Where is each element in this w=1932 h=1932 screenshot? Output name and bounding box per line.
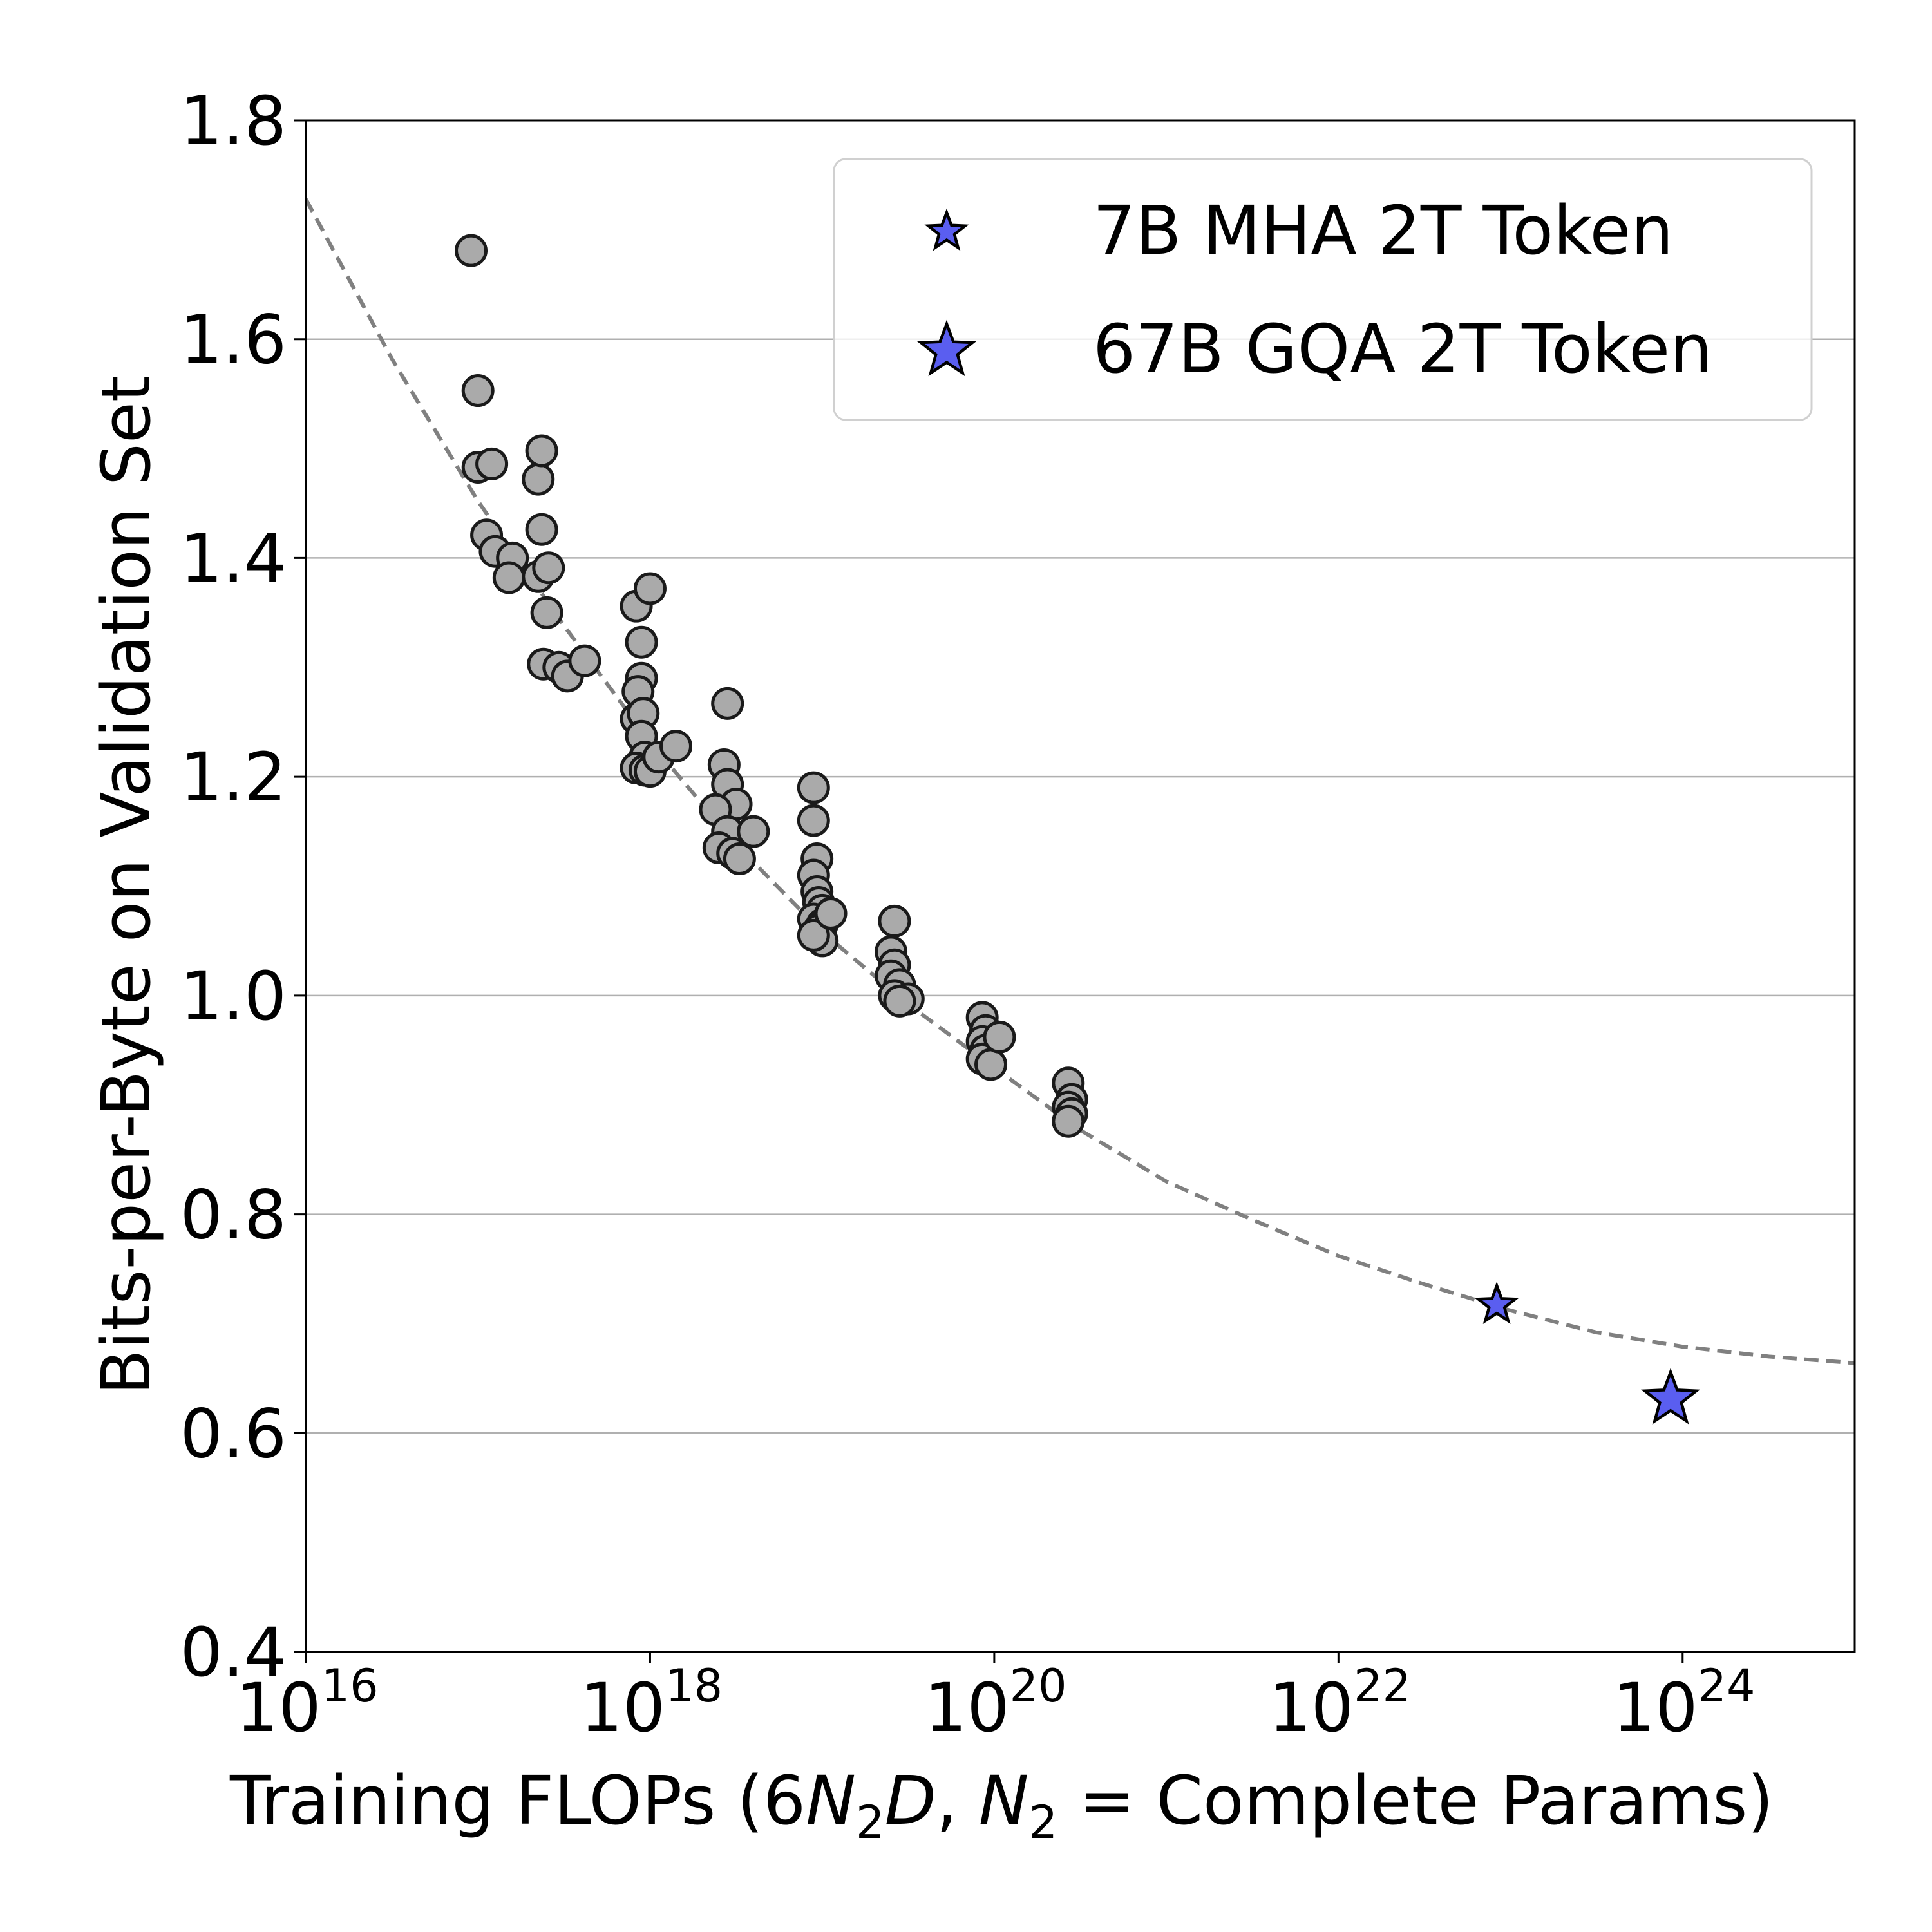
- star-point-67b-gqa: [1640, 1368, 1701, 1425]
- x-tick-label: 1016: [236, 1660, 378, 1747]
- scatter-point: [883, 984, 916, 1018]
- legend-box: [833, 158, 1813, 421]
- x-axis-title: Training FLOPs (6N2D, N2 = Complete Para…: [229, 1761, 1774, 1849]
- x-tick-label: 1020: [924, 1660, 1066, 1747]
- scatter-point: [878, 904, 911, 938]
- legend: 7B MHA 2T Token 67B GQA 2T Token: [833, 158, 1813, 421]
- y-axis-title: Bits-per-Byte on Validation Set: [87, 375, 166, 1395]
- x-title-n2-subscript: 2: [1029, 1796, 1058, 1849]
- scatter-point: [711, 687, 744, 720]
- scatter-point: [983, 1020, 1016, 1054]
- y-tick-label: 1.4: [180, 519, 287, 598]
- x-title-n2-symbol: N: [979, 1761, 1029, 1840]
- x-title-n-subscript: 2: [856, 1796, 885, 1849]
- scatter-point: [974, 1048, 1008, 1081]
- fit-curve: [306, 198, 1855, 1365]
- scatter-point: [797, 804, 830, 837]
- scatter-point: [522, 462, 555, 496]
- y-tick-label: 1.8: [180, 82, 287, 160]
- scatter-point: [723, 842, 756, 876]
- scatter-point: [492, 561, 526, 594]
- scatter-point: [797, 918, 830, 952]
- x-title-comma: ,: [936, 1761, 979, 1840]
- data-points: [455, 234, 1701, 1425]
- scatter-point: [455, 234, 488, 267]
- star-point-7b-mha: [1474, 1282, 1519, 1324]
- y-tick-label: 0.4: [180, 1613, 287, 1692]
- y-axis-ticks: 0.4 0.6 0.8 1.0 1.2 1.4 1.6 1.8: [180, 82, 306, 1692]
- x-title-d-symbol: D: [885, 1761, 936, 1840]
- scatter-point: [532, 551, 565, 585]
- scatter-point: [525, 513, 558, 546]
- x-tick-label: 1024: [1613, 1660, 1755, 1747]
- scatter-point: [797, 771, 830, 804]
- x-title-n-symbol: N: [806, 1761, 856, 1840]
- x-tick-label: 1022: [1269, 1660, 1411, 1747]
- scatter-point: [659, 730, 693, 763]
- scatter-point: [475, 447, 509, 480]
- y-tick-label: 1.6: [180, 301, 287, 379]
- fit-curve-group: [306, 198, 1855, 1365]
- legend-star-small: [924, 208, 969, 251]
- legend-marker-7b-mha: [924, 208, 969, 251]
- legend-label-67b-gqa: 67B GQA 2T Token: [1093, 310, 1712, 388]
- scatter-point: [530, 596, 564, 629]
- scatter-point: [814, 896, 848, 930]
- y-tick-label: 0.8: [180, 1176, 287, 1255]
- scatter-point: [568, 644, 601, 677]
- y-tick-label: 1.0: [180, 957, 287, 1036]
- scatter-point: [625, 625, 658, 659]
- scatter-point: [1052, 1104, 1085, 1138]
- legend-star-large: [917, 319, 976, 377]
- legend-marker-67b-gqa: [917, 319, 976, 377]
- scatter-point: [525, 434, 558, 468]
- scatter-point: [737, 815, 770, 848]
- scatter-point: [633, 572, 667, 605]
- scatter-point: [461, 374, 495, 408]
- x-title-part-rest: = Complete Params): [1057, 1761, 1774, 1840]
- gridlines: [306, 338, 1855, 1434]
- x-axis-ticks: 1016 1018 1020 1022 1024: [236, 1652, 1755, 1747]
- legend-label-7b-mha: 7B MHA 2T Token: [1093, 191, 1673, 270]
- y-tick-label: 1.2: [180, 738, 287, 817]
- y-tick-label: 0.6: [180, 1394, 287, 1473]
- x-tick-label: 1018: [580, 1660, 723, 1747]
- plot-frame: [305, 119, 1856, 1653]
- x-title-part-1: Training FLOPs (6: [229, 1761, 806, 1840]
